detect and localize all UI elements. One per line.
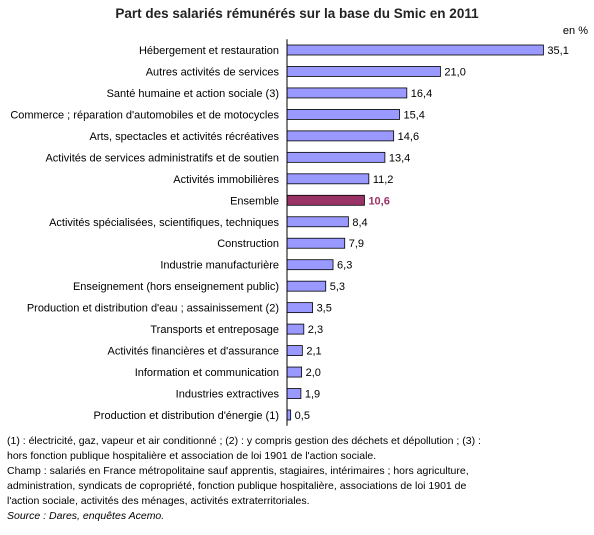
category-label: Industrie manufacturière	[160, 260, 279, 272]
value-label: 6,3	[337, 260, 352, 272]
value-label: 0,5	[295, 410, 310, 422]
category-label: Activités financières et d'assurance	[108, 346, 279, 358]
value-label: 7,9	[349, 238, 364, 250]
category-label: Transports et entreposage	[150, 324, 279, 336]
category-label: Activités immobilières	[173, 174, 279, 186]
value-label: 11,2	[373, 174, 394, 186]
category-label: Arts, spectacles et activités récréative…	[89, 131, 279, 143]
bar	[286, 388, 302, 399]
value-label: 5,3	[330, 281, 345, 293]
bar	[286, 259, 334, 271]
category-label: Production et distribution d'énergie (1)	[93, 410, 279, 422]
bar	[286, 44, 544, 56]
category-label: Commerce ; réparation d'automobiles et d…	[10, 109, 279, 121]
value-label: 1,9	[305, 389, 320, 401]
value-label: 8,4	[352, 217, 367, 229]
value-label: 13,4	[389, 152, 410, 164]
source-note: Source : Dares, enquêtes Acemo.	[7, 510, 165, 522]
scope-line: l'action sociale, activités des ménages,…	[7, 495, 310, 507]
value-label: 2,1	[306, 346, 321, 358]
footnote-line: hors fonction publique hospitalière et a…	[7, 450, 377, 462]
unit-label: en %	[563, 25, 588, 37]
value-label: 2,0	[306, 367, 321, 379]
scope-line: administration, syndicats de copropriété…	[7, 480, 467, 492]
category-labels: Hébergement et restauration Autres activi…	[10, 45, 279, 422]
value-label: 15,4	[404, 109, 425, 121]
category-label: Santé humaine et action sociale (3)	[107, 88, 279, 100]
bar	[286, 280, 327, 292]
bar	[286, 323, 305, 335]
scope-line: Champ : salariés en France métropolitain…	[7, 465, 469, 477]
chart-title: Part des salariés rémunérés sur la base …	[115, 6, 479, 21]
bar	[286, 409, 292, 421]
category-label: Enseignement (hors enseignement public)	[73, 281, 279, 293]
value-label: 35,1	[547, 45, 568, 57]
bar	[286, 173, 370, 185]
category-label: Industries extractives	[176, 389, 280, 401]
value-label: 21,0	[444, 66, 465, 78]
bar	[286, 109, 400, 120]
bar	[286, 237, 346, 249]
category-label: Hébergement et restauration	[139, 45, 279, 57]
bar	[286, 87, 408, 99]
category-label: Information et communication	[135, 367, 279, 379]
bar	[286, 216, 349, 228]
bar	[286, 345, 303, 356]
category-label: Activités spécialisées, scientifiques, t…	[49, 217, 279, 229]
value-label: 2,3	[308, 324, 323, 336]
footnotes: (1) : électricité, gaz, vapeur et air co…	[7, 434, 507, 524]
value-label: 10,6	[368, 195, 389, 207]
category-label: Construction	[217, 238, 279, 250]
value-labels: 35,1 21,0 16,4 15,4 14,6 13,4 11,2 10,68,4 7,9 6,…	[295, 45, 569, 422]
value-label: 14,6	[398, 131, 419, 143]
value-label: 3,5	[317, 303, 332, 315]
bar	[286, 302, 313, 314]
category-label: Autres activités de services	[146, 66, 280, 78]
bar	[286, 366, 303, 378]
bar-highlight	[286, 194, 365, 206]
value-label: 16,4	[411, 88, 432, 100]
bar	[286, 66, 441, 77]
bar-chart: en % Hébergement et restauration Autres a…	[10, 25, 588, 426]
bar	[286, 130, 395, 142]
category-label: Production et distribution d'eau ; assai…	[27, 303, 279, 315]
bars	[286, 44, 544, 421]
footnote-line: (1) : électricité, gaz, vapeur et air co…	[7, 435, 481, 447]
category-label: Ensemble	[230, 195, 279, 207]
bar	[286, 151, 386, 163]
category-label: Activités de services administratifs et …	[45, 152, 279, 164]
